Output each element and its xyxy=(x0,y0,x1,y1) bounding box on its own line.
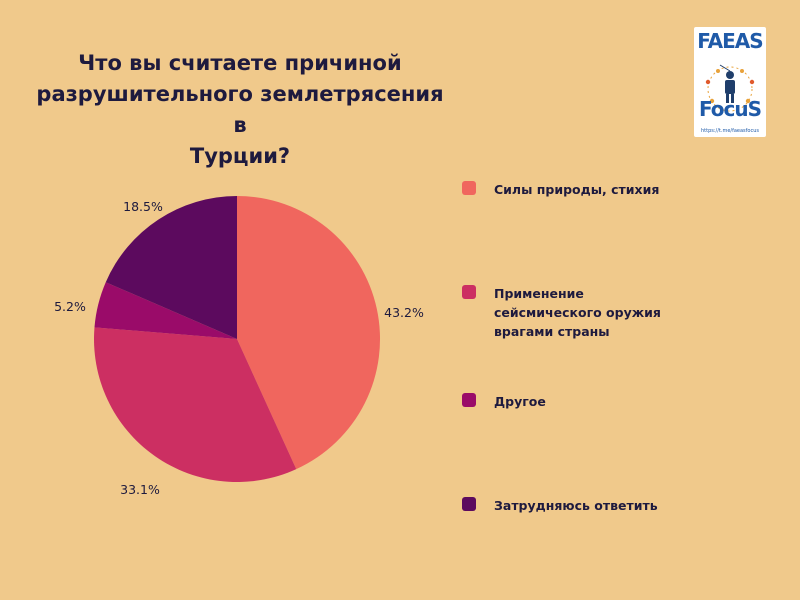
chart-title: Что вы считаете причиной разрушительного… xyxy=(30,48,450,172)
pie-label-difficult-to-answer: 18.5% xyxy=(123,199,163,214)
chart-title-line-3: Турции? xyxy=(189,144,291,168)
logo-word-bottom: FocuS xyxy=(698,97,762,121)
legend-label-difficult-to-answer: Затрудняюсь ответить xyxy=(494,498,658,513)
logo-people-circle-icon xyxy=(705,64,755,112)
legend-item-seismic-weapon: Применение сейсмического оружия врагами … xyxy=(462,284,694,341)
legend-swatch-difficult-to-answer xyxy=(462,497,476,511)
pie-label-nature: 43.2% xyxy=(384,305,424,320)
legend-item-difficult-to-answer: Затрудняюсь ответить xyxy=(462,496,694,515)
faeas-focus-logo: FAEAS FocuS https://t.me/faeasfocus xyxy=(694,27,766,137)
legend-item-nature: Силы природы, стихия xyxy=(462,180,694,199)
pie-label-seismic-weapon: 33.1% xyxy=(120,482,160,497)
pie-slice-difficult-to-answer xyxy=(105,196,237,339)
legend-item-other: Другое xyxy=(462,392,694,411)
pie-slice-nature xyxy=(237,196,381,470)
logo-url: https://t.me/faeasfocus xyxy=(700,128,759,134)
legend-label-nature: Силы природы, стихия xyxy=(494,182,660,197)
pie-slice-other xyxy=(94,282,237,339)
legend-label-seismic-weapon: Применение сейсмического оружия врагами … xyxy=(494,286,661,339)
legend-swatch-seismic-weapon xyxy=(462,285,476,299)
legend-swatch-nature xyxy=(462,181,476,195)
pie-label-other: 5.2% xyxy=(54,299,86,314)
legend-swatch-other xyxy=(462,393,476,407)
pie-slice-seismic-weapon xyxy=(94,327,297,483)
legend-label-other: Другое xyxy=(494,394,546,409)
pie-slices xyxy=(94,196,381,483)
chart-title-line-2: разрушительного землетрясения в xyxy=(36,82,444,137)
chart-title-line-1: Что вы считаете причиной xyxy=(78,51,402,75)
logo-word-top: FAEAS xyxy=(697,29,763,53)
